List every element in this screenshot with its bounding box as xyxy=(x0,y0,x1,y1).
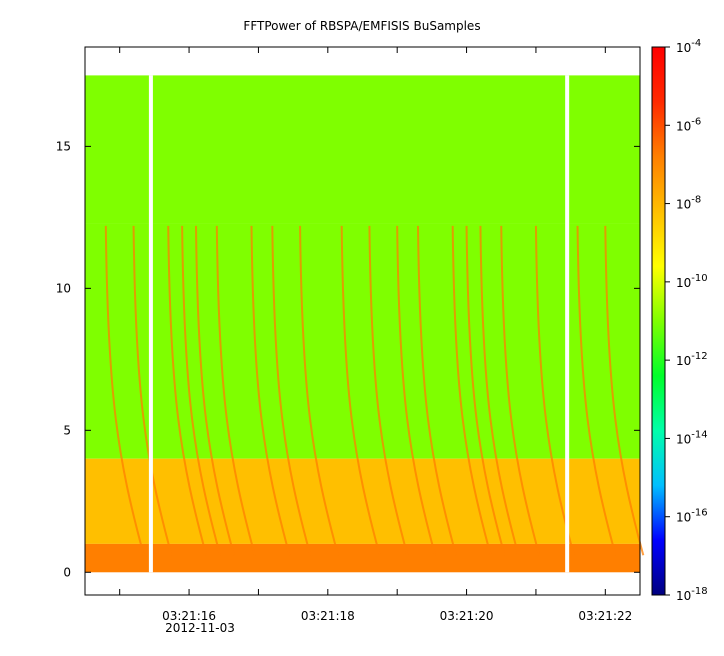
spectrogram-band xyxy=(85,75,640,224)
colorbar: 10-4 10-6 10-8 10-10 10-12 10-14 10-16 10-18 xyxy=(651,38,708,603)
emission-streak xyxy=(167,225,208,556)
colorbar-tick-label: 10-6 xyxy=(676,116,701,133)
colorbar-tick-label: 10-4 xyxy=(676,38,701,55)
spectrogram-band xyxy=(85,543,640,573)
emission-streak xyxy=(340,225,381,556)
x-axis: 03:21:16 03:21:18 03:21:20 03:21:22 xyxy=(119,47,632,623)
spectrogram-band xyxy=(85,458,640,544)
colorbar-gradient xyxy=(651,46,666,596)
data-gaps xyxy=(148,75,570,573)
emission-streak xyxy=(479,225,520,556)
emission-streaks xyxy=(104,225,645,556)
colorbar-tick-label: 10-18 xyxy=(676,586,708,603)
y-tick-label: 5 xyxy=(63,423,71,437)
y-axis: 0 5 10 15 xyxy=(56,139,640,579)
x-tick-label: 03:21:16 xyxy=(162,609,216,623)
x-tick-label: 03:21:22 xyxy=(578,609,632,623)
emission-streak xyxy=(396,225,437,556)
plot-frame xyxy=(84,46,641,596)
emission-streak xyxy=(465,225,506,556)
colorbar-tick-label: 10-8 xyxy=(676,195,701,212)
y-tick-label: 10 xyxy=(56,281,71,295)
emission-streak xyxy=(250,225,291,556)
spectrogram-bands xyxy=(85,75,640,573)
emission-streak xyxy=(195,225,235,556)
plot-area xyxy=(84,46,645,596)
emission-streak xyxy=(271,225,312,556)
emission-streak xyxy=(132,225,173,556)
emission-streak xyxy=(604,225,645,556)
emission-streak xyxy=(299,225,340,556)
emission-streak xyxy=(500,225,541,556)
chart-title: FFTPower of RBSPA/EMFISIS BuSamples xyxy=(243,19,480,33)
data-gap xyxy=(565,75,570,573)
colorbar-ticks: 10-4 10-6 10-8 10-10 10-12 10-14 10-16 10-18 xyxy=(665,38,708,603)
emission-streak xyxy=(104,225,145,556)
colorbar-tick-label: 10-16 xyxy=(676,508,708,525)
colorbar-tick-label: 10-12 xyxy=(676,351,708,368)
y-tick-label: 15 xyxy=(56,139,71,153)
emission-streak xyxy=(451,225,492,556)
emission-streak xyxy=(534,225,575,556)
colorbar-tick-label: 10-14 xyxy=(676,429,708,446)
colorbar-tick-label: 10-10 xyxy=(676,273,708,290)
x-tick-label: 03:21:18 xyxy=(301,609,355,623)
y-tick-label: 0 xyxy=(63,565,71,579)
emission-streak xyxy=(368,225,409,556)
emission-streak xyxy=(215,225,256,556)
x-axis-date-label: 2012-11-03 xyxy=(165,621,235,635)
emission-streak xyxy=(417,225,457,556)
data-gap xyxy=(148,75,153,573)
emission-streak xyxy=(576,225,617,556)
x-tick-label: 03:21:20 xyxy=(440,609,494,623)
emission-streak xyxy=(181,225,222,556)
